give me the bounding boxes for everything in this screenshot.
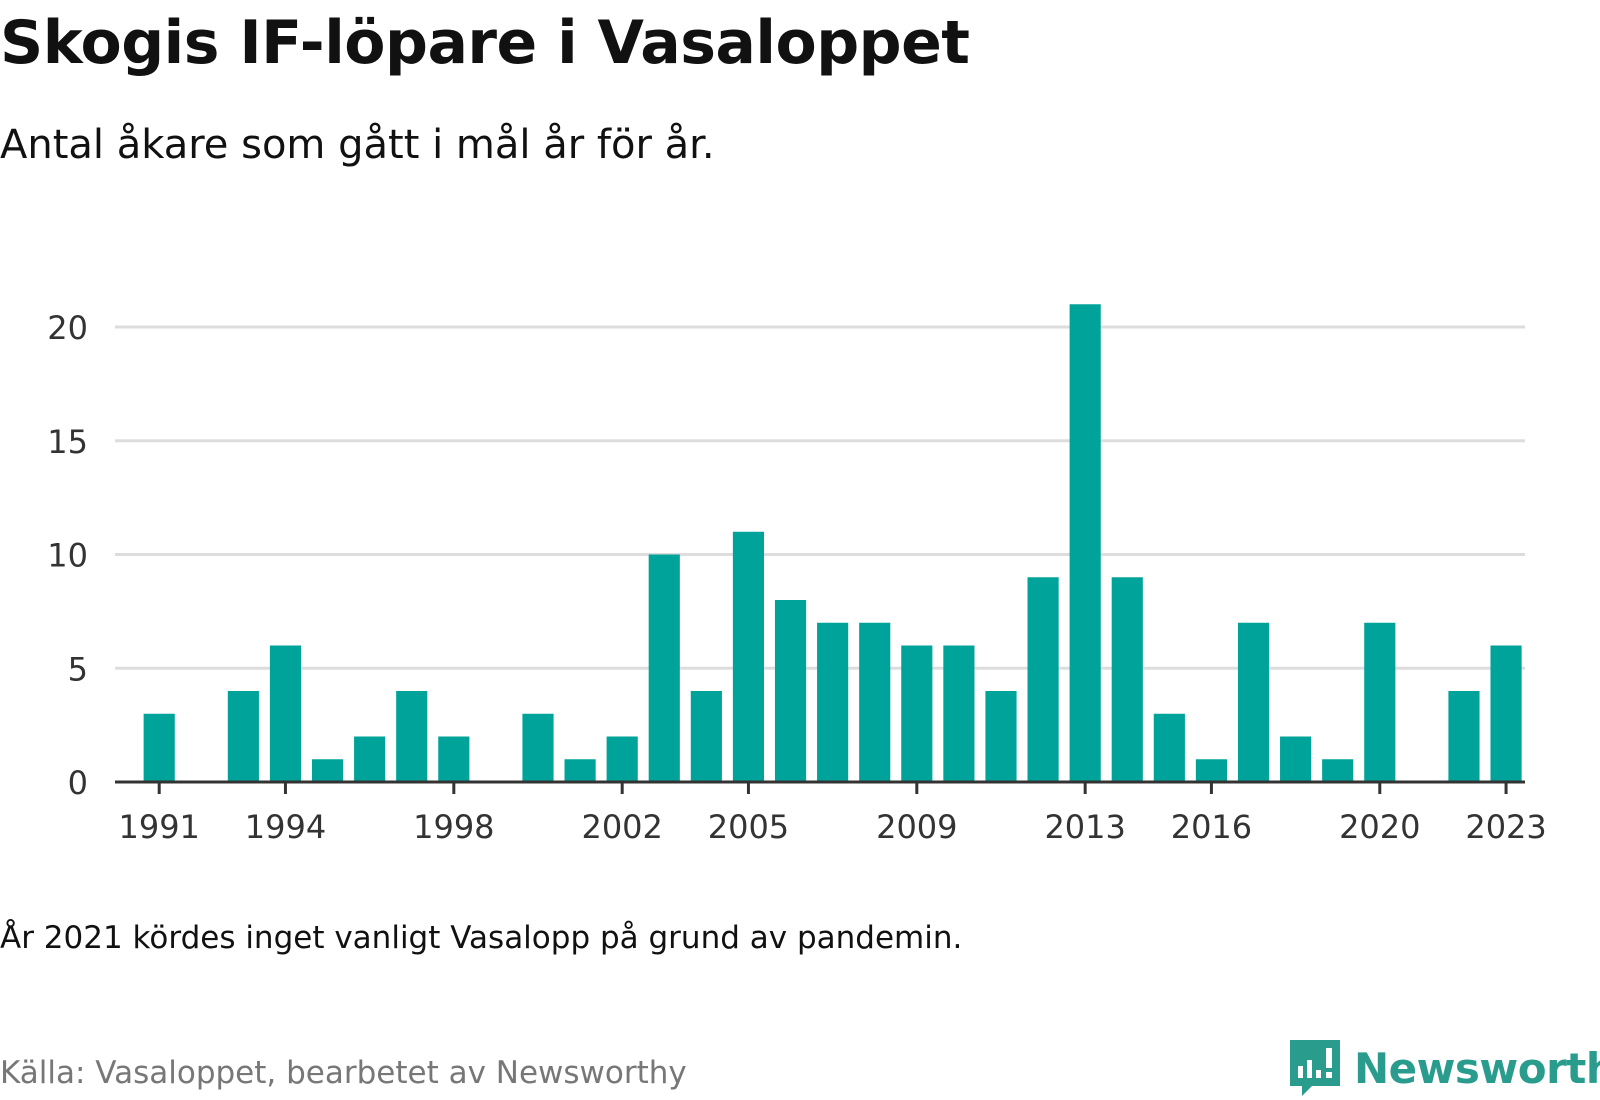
bar: [1280, 736, 1312, 782]
bars: [143, 304, 1522, 782]
bar: [1111, 577, 1143, 782]
chart-note: År 2021 kördes inget vanligt Vasalopp på…: [0, 920, 963, 956]
source-text: Källa: Vasaloppet, bearbetet av Newswort…: [0, 1055, 687, 1091]
bar: [774, 600, 807, 782]
bar: [396, 691, 428, 782]
bar: [1448, 691, 1480, 782]
bar: [1069, 304, 1101, 782]
x-tick-label: 2009: [876, 808, 957, 846]
x-tick-label: 2013: [1044, 808, 1125, 846]
bar: [1237, 622, 1270, 782]
bar: [690, 691, 722, 782]
chart-title: Skogis IF-löpare i Vasaloppet: [0, 8, 970, 78]
bar: [438, 736, 470, 782]
bar: [859, 622, 891, 782]
brand-name: Newsworthy: [1354, 1043, 1600, 1093]
bar: [606, 736, 638, 782]
y-tick-label: 10: [47, 537, 88, 575]
axes: 0 5 10 15 20 1991 1994 1998 2002 2005 2009 2013 2016…: [47, 309, 1546, 846]
x-tick-label: 2005: [708, 808, 789, 846]
bar: [943, 645, 975, 782]
x-tick-label: 1991: [118, 808, 199, 846]
gridlines: [115, 325, 1525, 670]
bar: [143, 713, 175, 782]
bar: [522, 713, 554, 782]
x-tick-label: 1998: [413, 808, 494, 846]
bar: [354, 736, 386, 782]
bar: [985, 691, 1017, 782]
bar: [1322, 759, 1354, 782]
y-tick-label: 20: [47, 309, 88, 347]
bar: [1195, 759, 1228, 782]
bar: [648, 554, 680, 782]
newsworthy-logo-icon: [1290, 1040, 1340, 1096]
bar: [901, 645, 933, 782]
bar: [269, 645, 302, 782]
bar: [564, 759, 596, 782]
x-tick-label: 2002: [581, 808, 662, 846]
y-tick-label: 15: [47, 423, 88, 461]
y-tick-label: 5: [68, 650, 88, 688]
bar: [311, 759, 344, 782]
x-tick-label: 2023: [1465, 808, 1546, 846]
brand-logo: Newsworthy: [1290, 1040, 1600, 1096]
bar: [1153, 713, 1185, 782]
x-tick-label: 1994: [245, 808, 326, 846]
bar: [817, 622, 849, 782]
bar-chart: 0 5 10 15 20 1991 1994 1998 2002 2005 2009 2013 2016…: [47, 304, 1547, 846]
bar: [1027, 577, 1059, 782]
bar: [1490, 645, 1522, 782]
x-tick-label: 2016: [1171, 808, 1252, 846]
x-tick-label: 2020: [1339, 808, 1420, 846]
y-tick-label: 0: [68, 764, 88, 802]
chart-subtitle: Antal åkare som gått i mål år för år.: [0, 122, 715, 168]
bar: [1364, 622, 1396, 782]
bar: [732, 531, 765, 782]
bar: [227, 691, 259, 782]
